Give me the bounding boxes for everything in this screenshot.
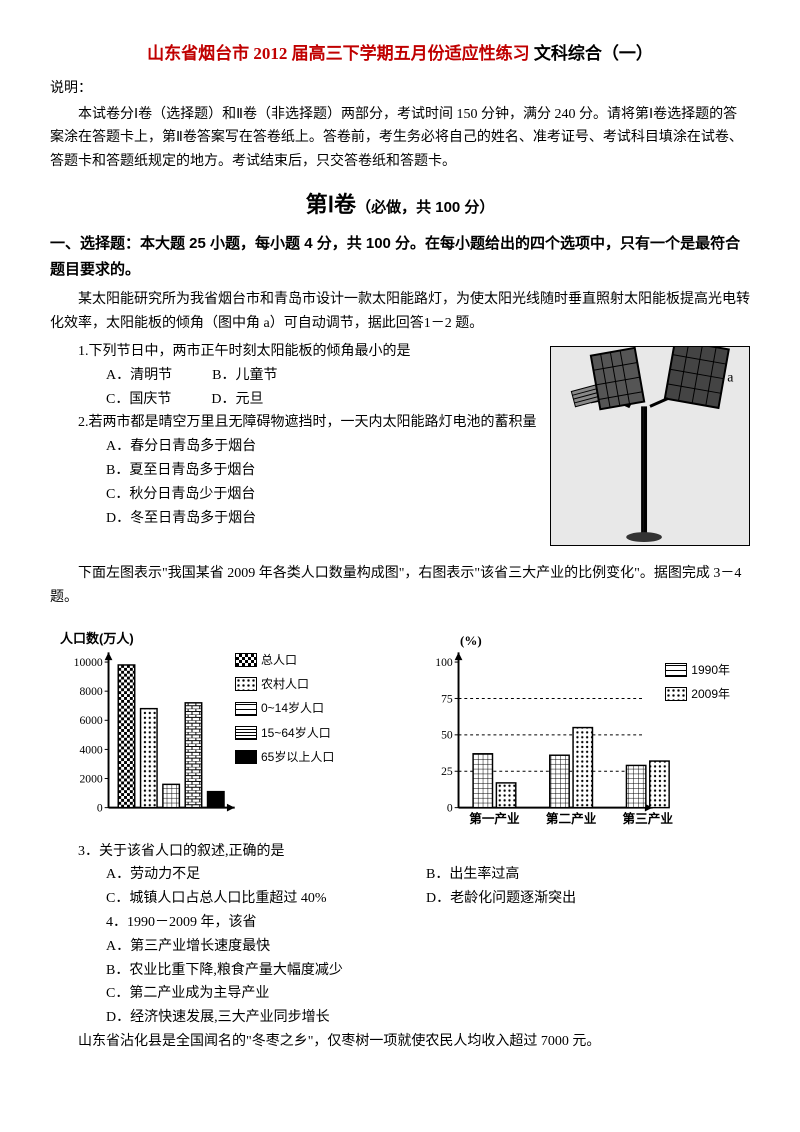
chart-left-svg: 10000 8000 6000 4000 2000 0 xyxy=(60,630,390,830)
q3-text: 3．关于该省人口的叙述,正确的是 xyxy=(78,840,750,864)
q1-opt-b: B．儿童节 xyxy=(212,364,277,388)
svg-text:2000: 2000 xyxy=(79,772,102,785)
section-1-header: 第Ⅰ卷（必做，共 100 分） xyxy=(50,186,750,223)
q4-text: 4．1990－2009 年，该省 xyxy=(106,911,750,935)
legend-item: 65岁以上人口 xyxy=(235,747,334,767)
legend-item: 0~14岁人口 xyxy=(235,698,334,718)
legend-item: 农村人口 xyxy=(235,674,334,694)
choice-heading: 一、选择题：本大题 25 小题，每小题 4 分，共 100 分。在每小题给出的四… xyxy=(50,231,750,282)
svg-text:第二产业: 第二产业 xyxy=(546,811,597,826)
svg-text:第三产业: 第三产业 xyxy=(623,811,674,826)
legend-item: 15~64岁人口 xyxy=(235,723,334,743)
chart-left-ylabel: 人口数(万人) xyxy=(60,628,134,650)
svg-text:0: 0 xyxy=(97,801,103,814)
last-para: 山东省沾化县是全国闻名的"冬枣之乡"，仅枣树一项就使农民人均收入超过 7000 … xyxy=(50,1030,750,1054)
chart-right-ylabel: (%) xyxy=(460,630,482,652)
legend-item: 2009年 xyxy=(665,684,730,704)
svg-text:4000: 4000 xyxy=(79,743,102,756)
explain-label: 说明： xyxy=(50,77,750,101)
svg-text:a: a xyxy=(727,370,733,385)
q1-q2-block: a 1.下列节日中，两市正午时刻太阳能板的倾角最小的是 A．清明节 B．儿童节 … xyxy=(50,340,750,552)
q1-opt-d: D．元旦 xyxy=(211,388,263,412)
intro-q12: 某太阳能研究所为我省烟台市和青岛市设计一款太阳能路灯，为使太阳光线随时垂直照射太… xyxy=(50,288,750,336)
svg-text:第一产业: 第一产业 xyxy=(469,811,520,826)
q4: 4．1990－2009 年，该省 A．第三产业增长速度最快 B．农业比重下降,粮… xyxy=(50,911,750,1030)
q3-opt-d: D．老龄化问题逐渐突出 xyxy=(426,887,576,911)
legend-item: 1990年 xyxy=(665,660,730,680)
q1-opt-c: C．国庆节 xyxy=(106,388,171,412)
svg-text:100: 100 xyxy=(435,656,453,669)
q4-opt-c: C．第二产业成为主导产业 xyxy=(106,982,750,1006)
svg-text:25: 25 xyxy=(441,765,453,778)
chart-left-legend: 总人口农村人口 0~14岁人口 15~64岁人口 65岁以上人口 xyxy=(235,650,334,772)
q3-opt-c: C．城镇人口占总人口比重超过 40% xyxy=(106,887,426,911)
q1-opt-a: A．清明节 xyxy=(106,364,172,388)
explain-text: 本试卷分Ⅰ卷（选择题）和Ⅱ卷（非选择题）两部分，考试时间 150 分钟，满分 2… xyxy=(50,103,750,174)
q3: 3．关于该省人口的叙述,正确的是 A．劳动力不足 B．出生率过高 C．城镇人口占… xyxy=(50,840,750,911)
solar-panel-svg: a xyxy=(551,347,749,545)
industry-chart: (%) 100 75 50 25 0 第一产业 第二产业 第三产业 1990年 2009年 xyxy=(410,630,740,830)
population-chart: 人口数(万人) xyxy=(60,630,390,830)
chart-right-legend: 1990年 2009年 xyxy=(665,660,730,709)
charts-container: 人口数(万人) xyxy=(60,630,740,830)
q3-opt-a: A．劳动力不足 xyxy=(106,863,426,887)
svg-text:0: 0 xyxy=(447,801,453,814)
doc-title: 山东省烟台市 2012 届高三下学期五月份适应性练习 文科综合（一） xyxy=(50,40,750,69)
solar-panel-figure: a xyxy=(550,346,750,546)
q4-opt-d: D．经济快速发展,三大产业同步增长 xyxy=(106,1006,750,1030)
svg-text:50: 50 xyxy=(441,728,453,741)
intro-q34: 下面左图表示"我国某省 2009 年各类人口数量构成图"，右图表示"该省三大产业… xyxy=(50,562,750,610)
svg-text:6000: 6000 xyxy=(79,714,102,727)
section-1-sub: （必做，共 100 分） xyxy=(356,199,494,216)
svg-text:10000: 10000 xyxy=(74,656,103,669)
q4-opt-a: A．第三产业增长速度最快 xyxy=(106,935,750,959)
q4-opt-b: B．农业比重下降,粮食产量大幅度减少 xyxy=(106,959,750,983)
svg-text:8000: 8000 xyxy=(79,685,102,698)
q3-opt-b: B．出生率过高 xyxy=(426,863,519,887)
legend-item: 总人口 xyxy=(235,650,334,670)
title-red: 山东省烟台市 2012 届高三下学期五月份适应性练习 xyxy=(147,44,530,63)
svg-text:75: 75 xyxy=(441,692,453,705)
title-black: 文科综合（一） xyxy=(530,44,653,63)
section-1-title: 第Ⅰ卷 xyxy=(306,192,357,217)
